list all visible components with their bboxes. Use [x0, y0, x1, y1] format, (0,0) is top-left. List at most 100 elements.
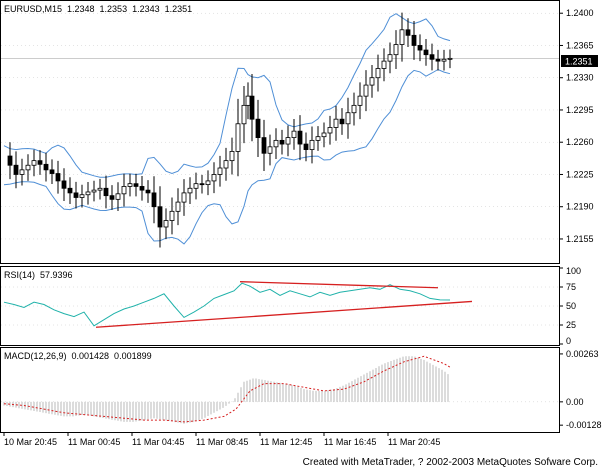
candle-body [217, 167, 223, 175]
candle-body [49, 169, 55, 174]
macd-tick-label: 0.00 [566, 397, 584, 407]
price-tick-label: 1.2400 [566, 8, 594, 18]
candle-body [61, 180, 67, 189]
candle-body [103, 187, 109, 197]
macd-signal-line [3, 355, 451, 423]
macd-series [3, 355, 451, 424]
candle-body [405, 29, 411, 36]
candle-body [423, 49, 429, 56]
rsi-tick-label: 50 [566, 301, 576, 311]
rsi-trendline [239, 281, 439, 289]
candle-body [199, 183, 205, 186]
rsi-tick-label: 100 [566, 266, 581, 276]
candle-body [43, 163, 49, 171]
candle-body [447, 57, 453, 60]
price-tick-label: 1.2225 [566, 169, 594, 179]
current-price-label: 1.2351 [565, 57, 593, 67]
candle-body [351, 104, 357, 114]
candle-body [381, 60, 387, 69]
candle-body [109, 195, 115, 200]
candle-body [211, 174, 217, 182]
time-tick-label: 11 Mar 12:45 [260, 437, 312, 447]
macd-tick-label: -0.00128 [566, 420, 602, 430]
candle-body [333, 118, 339, 128]
price-panel-frame [0, 0, 560, 264]
candle-body [249, 95, 255, 120]
time-tick-label: 11 Mar 00:45 [68, 437, 120, 447]
grid-lines [1, 12, 559, 403]
rsi-panel-title: RSI(14) 57.9396 [4, 270, 73, 280]
candle-body [223, 160, 229, 169]
candle-body [363, 84, 369, 97]
candle-body [181, 192, 187, 203]
candle-body [115, 193, 121, 200]
candle-body [163, 220, 169, 228]
time-tick-label: 10 Mar 20:45 [4, 437, 57, 447]
price-candles [7, 12, 453, 248]
candle-body [19, 169, 25, 175]
candle-body [267, 146, 273, 154]
rsi-tick-label: 75 [566, 282, 576, 292]
candle-body [291, 130, 297, 139]
candle-body [309, 139, 315, 150]
candle-body [393, 44, 399, 56]
candle-body [169, 210, 175, 221]
candle-body [151, 192, 157, 208]
time-tick-label: 11 Mar 16:45 [324, 437, 376, 447]
current-price-marker [561, 55, 598, 67]
candle-body [97, 187, 103, 191]
rsi-trendline [95, 300, 473, 328]
candle-body [339, 118, 345, 125]
rsi-series [3, 281, 473, 328]
candle-body [139, 186, 145, 191]
candle-body [327, 127, 333, 134]
bollinger-bands [3, 13, 451, 245]
candle-body [13, 164, 19, 175]
candle-body [7, 155, 13, 166]
price-tick-label: 1.2330 [566, 73, 594, 83]
candle-body [85, 191, 91, 196]
candle-body [31, 160, 37, 166]
candle-body [441, 58, 447, 62]
candle-body [205, 180, 211, 186]
time-tick-label: 11 Mar 08:45 [196, 437, 248, 447]
bollinger-upper-band [3, 13, 451, 178]
candle-body [369, 77, 375, 86]
candle-body [73, 192, 79, 198]
candle-body [315, 136, 321, 141]
candle-body [399, 29, 405, 45]
rsi-tick-label: 0 [566, 336, 571, 346]
candle-body [245, 95, 251, 106]
rsi-panel-frame [0, 266, 560, 346]
candle-body [79, 194, 85, 198]
bollinger-lower-band [3, 68, 451, 245]
candle-body [411, 34, 417, 46]
macd-panel-title: MACD(12,26,9) 0.001428 0.001899 [4, 351, 152, 361]
time-tick-label: 11 Mar 20:45 [388, 437, 440, 447]
axis-tick-labels: 1.2400 1.2365 1.2330 1.2295 1.2260 1.2225 1.21… [3, 8, 602, 447]
price-tick-label: 1.2155 [566, 234, 594, 244]
price-tick-label: 1.2260 [566, 137, 594, 147]
candle-body [321, 132, 327, 138]
candle-body [157, 206, 163, 228]
price-tick-label: 1.2190 [566, 202, 594, 212]
candle-body [357, 95, 363, 106]
candle-body [193, 183, 199, 189]
candle-body [345, 112, 351, 125]
candle-body [387, 54, 393, 62]
candle-body [297, 130, 303, 145]
candle-body [67, 187, 73, 194]
candle-body [133, 183, 139, 187]
candle-body [55, 173, 61, 182]
candle-body [127, 183, 133, 187]
macd-panel-frame [0, 347, 560, 433]
price-tick-label: 1.2295 [566, 105, 594, 115]
credit-text: Created with MetaTrader, ? 2002-2003 Met… [302, 457, 598, 468]
candle-body [303, 143, 309, 150]
price-panel-title: EURUSD,M15 1.2348 1.2353 1.2343 1.2351 [4, 4, 192, 14]
candle-body [261, 137, 267, 154]
candle-body [145, 189, 151, 194]
candle-body [273, 139, 279, 148]
macd-tick-label: 0.00263 [566, 349, 599, 359]
